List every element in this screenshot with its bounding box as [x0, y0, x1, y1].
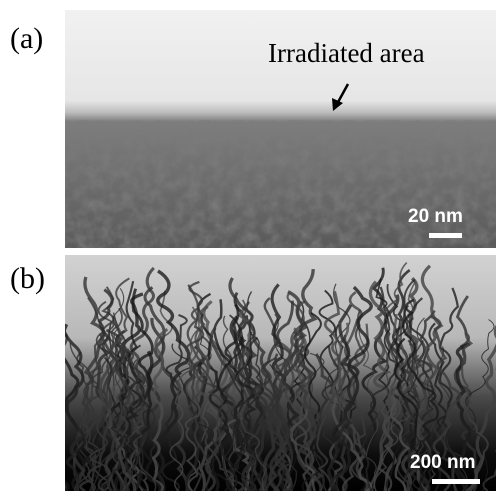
fiber: [34, 355, 68, 491]
panel-b: (b) 200 nm: [10, 255, 496, 491]
scale-bar: [432, 479, 480, 484]
scale-bar: [429, 233, 462, 238]
panel-a: (a) Irradiated area 20 nm: [10, 10, 496, 248]
panel-label: (a): [10, 22, 43, 55]
fiber: [40, 311, 67, 491]
scale-bar-label: 20 nm: [408, 206, 463, 227]
scale-bar-label: 200 nm: [410, 452, 475, 473]
texture-a: [65, 120, 496, 248]
annotation: Irradiated area: [268, 38, 425, 68]
panel-label: (b): [10, 262, 45, 295]
figure: (a) Irradiated area 20 nm (b) 200 nm: [0, 0, 496, 491]
